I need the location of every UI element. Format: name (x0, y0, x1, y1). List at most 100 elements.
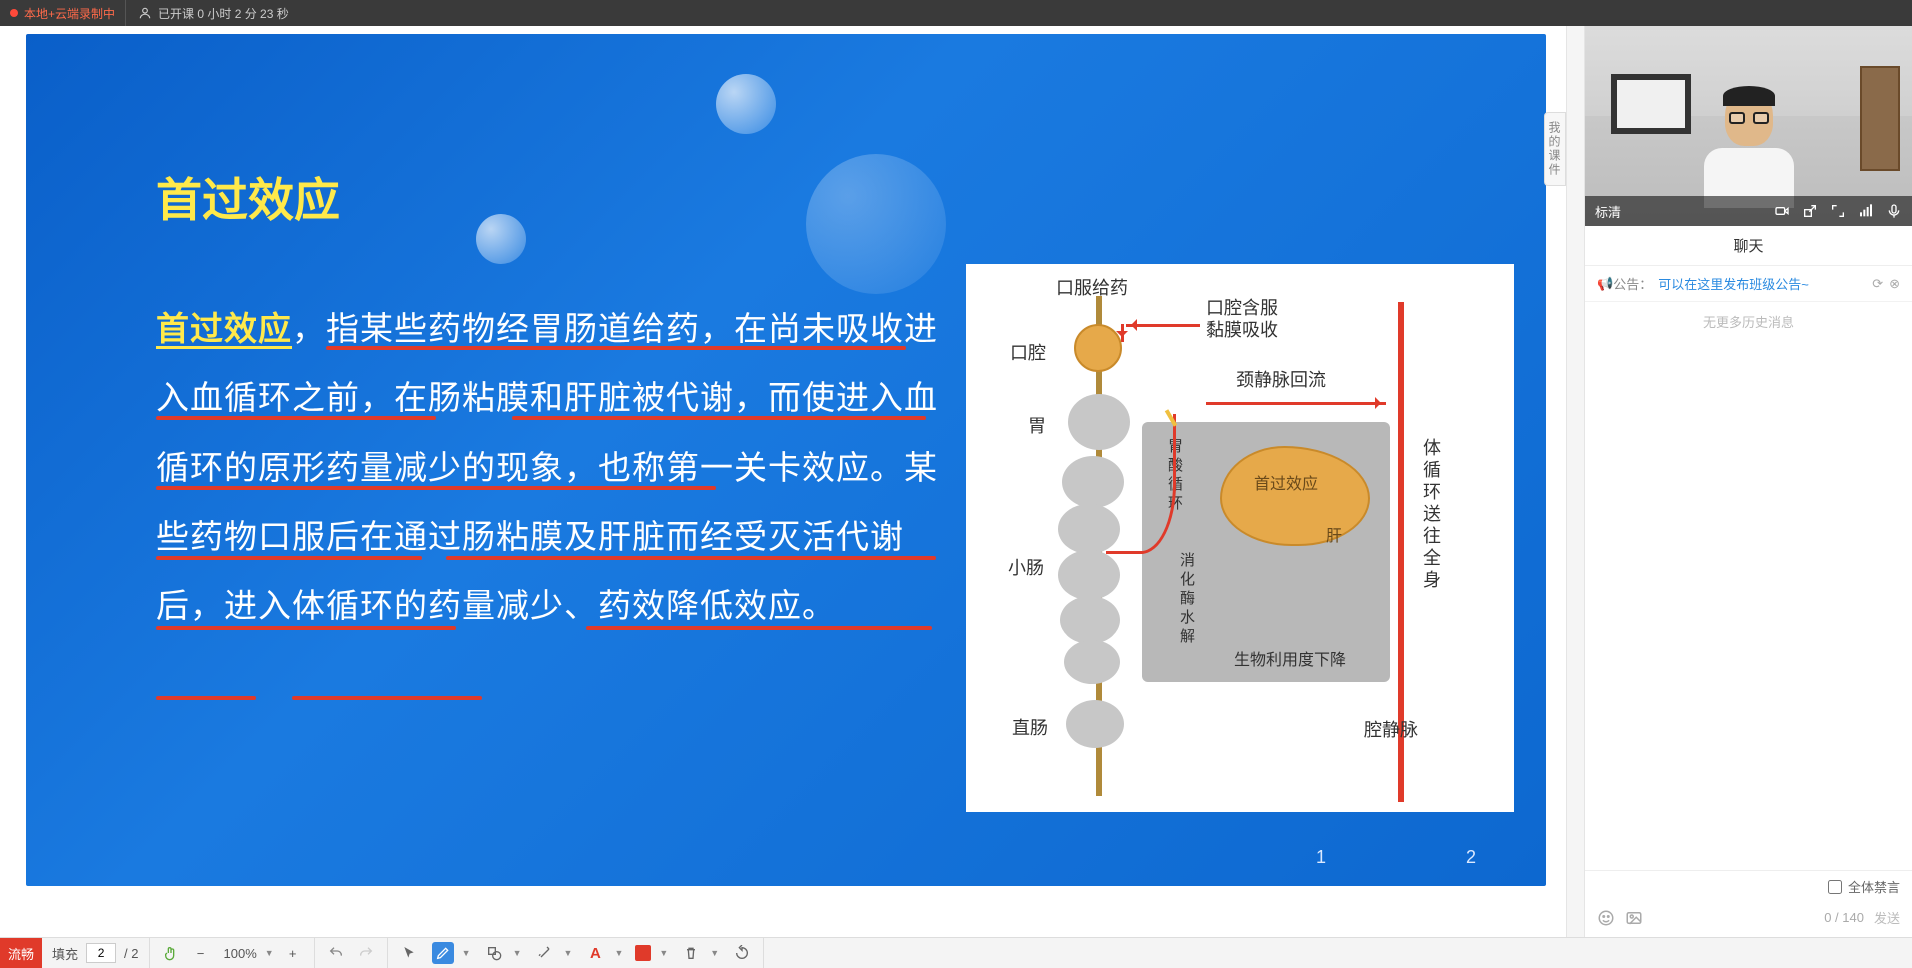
mouth-node (1074, 324, 1122, 372)
revert-tool-icon[interactable] (731, 942, 753, 964)
wand-tool-icon[interactable] (534, 942, 556, 964)
person-icon (138, 6, 152, 20)
highlight-term: 首过效应 (156, 310, 292, 347)
mic-icon[interactable] (1886, 203, 1902, 219)
chat-header: 聊天 (1585, 226, 1912, 266)
decor-bubble (476, 214, 526, 264)
zoom-level[interactable]: 100% (220, 946, 261, 961)
diagram-label: 胃 (1028, 412, 1046, 438)
hand-tool-icon[interactable] (160, 942, 182, 964)
zoom-in-button[interactable]: + (282, 942, 304, 964)
diagram-label: 直肠 (1012, 714, 1048, 740)
chevron-down-icon[interactable]: ▼ (659, 948, 668, 958)
send-button[interactable]: 发送 (1874, 908, 1900, 927)
arrow-icon (1126, 324, 1200, 327)
arrow-icon (1121, 324, 1124, 342)
diagram-label: 口服给药 (1056, 274, 1128, 300)
page-input[interactable] (86, 943, 116, 963)
session-time: 已开课 0 小时 2 分 23 秒 (125, 0, 301, 26)
arrow-icon (1206, 402, 1386, 405)
door-prop (1860, 66, 1900, 171)
refresh-icon[interactable]: ⟳ (1872, 276, 1883, 292)
close-icon[interactable]: ⊗ (1889, 276, 1900, 292)
diagram-label: 肝 (1326, 522, 1342, 546)
chat-body (1585, 341, 1912, 870)
slide: 首过效应 首过效应，指某些药物经胃肠道给药，在尚未吸收进入血循环之前，在肠粘膜和… (26, 34, 1546, 886)
underline-annotation (586, 626, 932, 630)
session-time-label: 已开课 0 小时 2 分 23 秒 (158, 5, 289, 22)
underline-annotation (156, 626, 456, 630)
color-swatch[interactable] (635, 945, 651, 961)
page-segment: 填充 / 2 (42, 938, 149, 968)
slide-area: 首过效应 首过效应，指某些药物经胃肠道给药，在尚未吸收进入血循环之前，在肠粘膜和… (0, 26, 1584, 937)
announcement-row: 📢 公告： 可以在这里发布班级公告~ ⟳ ⊗ (1585, 266, 1912, 302)
pen-tool-icon[interactable] (432, 942, 454, 964)
chevron-down-icon[interactable]: ▼ (614, 948, 623, 958)
fill-label: 填充 (52, 944, 78, 963)
announce-text[interactable]: 可以在这里发布班级公告~ (1658, 274, 1809, 293)
emoji-icon[interactable] (1597, 909, 1615, 927)
slide-body-text: ，指某些药物经胃肠道给药，在尚未吸收进入血循环之前，在肠粘膜和肝脏被代谢，而使进… (156, 310, 938, 624)
undo-icon[interactable] (325, 942, 347, 964)
chat-footer: 全体禁言 0 / 140 发送 (1585, 870, 1912, 937)
camera-icon[interactable] (1774, 203, 1790, 219)
chevron-down-icon[interactable]: ▼ (710, 948, 719, 958)
chevron-down-icon[interactable]: ▼ (513, 948, 522, 958)
chevron-down-icon[interactable]: ▼ (564, 948, 573, 958)
image-icon[interactable] (1625, 909, 1643, 927)
chevron-down-icon[interactable]: ▼ (265, 948, 274, 958)
fullscreen-icon[interactable] (1830, 203, 1846, 219)
underline-annotation (156, 556, 422, 560)
scrollbar[interactable] (1566, 26, 1584, 937)
intestine-node (1060, 596, 1120, 644)
zoom-segment: − 100% ▼ + (150, 938, 315, 968)
camera-feed: 标清 (1585, 26, 1912, 226)
popout-icon[interactable] (1802, 203, 1818, 219)
courseware-tab[interactable]: 我的课件 (1544, 112, 1566, 186)
underline-annotation (292, 696, 482, 700)
diagram-label: 小肠 (1008, 554, 1044, 580)
decor-bubble (716, 74, 776, 134)
whiteboard-prop (1611, 74, 1691, 134)
zoom-out-button[interactable]: − (190, 942, 212, 964)
flow-badge[interactable]: 流畅 (0, 938, 42, 968)
mute-all-checkbox[interactable] (1828, 880, 1842, 894)
text-tool-icon[interactable]: A (584, 942, 606, 964)
chevron-down-icon[interactable]: ▼ (462, 948, 471, 958)
diagram-label: 首过效应 (1254, 470, 1318, 494)
rectum-node (1066, 700, 1124, 748)
diagram-label: 腔静脉 (1364, 716, 1418, 742)
annotation-stroke (1106, 414, 1176, 554)
bottom-toolbar: 流畅 填充 / 2 − 100% ▼ + ▼ ▼ ▼ A ▼ ▼ ▼ (0, 937, 1912, 968)
tool-segment: ▼ ▼ ▼ A ▼ ▼ ▼ (388, 938, 765, 968)
shape-tool-icon[interactable] (483, 942, 505, 964)
presenter-figure (1689, 90, 1809, 210)
decor-bubble (806, 154, 946, 294)
mute-all-row: 全体禁言 (1585, 871, 1912, 902)
recording-indicator: 本地+云端录制中 (0, 0, 125, 26)
diagram-label: 消化酶水解 (1176, 552, 1197, 647)
underline-annotation (156, 696, 256, 700)
underline-annotation (512, 416, 926, 420)
announce-prefix: 公告： (1613, 274, 1652, 293)
quality-label[interactable]: 标清 (1595, 202, 1621, 221)
underline-annotation (326, 346, 906, 350)
top-bar: 本地+云端录制中 已开课 0 小时 2 分 23 秒 (0, 0, 1912, 26)
intestine-node (1064, 640, 1120, 684)
mute-all-label: 全体禁言 (1848, 877, 1900, 896)
undo-segment (315, 938, 388, 968)
char-count: 0 / 140 (1824, 910, 1864, 925)
recording-label: 本地+云端录制中 (24, 5, 115, 22)
diagram-label: 口腔 (1010, 339, 1046, 365)
delete-tool-icon[interactable] (680, 942, 702, 964)
page-number: 2 (1466, 847, 1476, 868)
page-total: / 2 (124, 946, 138, 961)
redo-icon[interactable] (355, 942, 377, 964)
right-panel: 标清 聊天 📢 公告： 可以在这里发布班级公告~ ⟳ ⊗ 无更多历史消息 (1584, 26, 1912, 937)
diagram-label: 颈静脉回流 (1236, 366, 1326, 392)
signal-icon[interactable] (1858, 203, 1874, 219)
pointer-tool-icon[interactable] (398, 942, 420, 964)
camera-controls: 标清 (1585, 196, 1912, 226)
diagram: 口服给药 口腔含服 黏膜吸收 颈静脉回流 口腔 胃 首过效应 肝 胃酸循环 消化… (966, 264, 1514, 812)
slide-title: 首过效应 (156, 164, 340, 230)
